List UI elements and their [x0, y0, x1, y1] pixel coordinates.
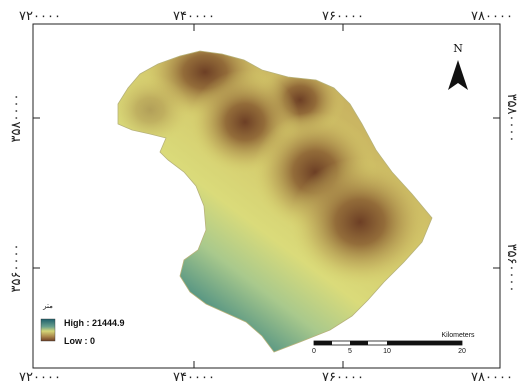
north-arrow: N: [448, 42, 468, 90]
scale-tick-20: 20: [458, 348, 466, 355]
scale-tick-5: 5: [348, 348, 352, 355]
legend: متر High : 21444.9 Low : 0: [40, 303, 125, 346]
legend-high-label: High : 21444.9: [64, 318, 125, 328]
y-label-right-2: ۳۵۶۰۰۰۰: [504, 244, 519, 293]
x-label-bottom-4: ۷۸۰۰۰۰: [471, 370, 513, 385]
scale-tick-0: 0: [312, 348, 316, 355]
scale-tick-10: 10: [383, 348, 391, 355]
x-label-top-2: ۷۴۰۰۰۰: [173, 9, 215, 24]
y-label-left-2: ۳۵۶۰۰۰۰: [9, 244, 24, 293]
legend-title: متر: [42, 303, 53, 310]
x-label-bottom-1: ۷۲۰۰۰۰: [19, 370, 61, 385]
graticule-ticks: [33, 24, 500, 368]
y-label-right-1: ۳۵۸۰۰۰۰: [504, 94, 519, 143]
scale-bar-unit: Kilometers: [441, 332, 475, 339]
x-label-bottom-3: ۷۶۰۰۰۰: [322, 370, 364, 385]
x-label-bottom-2: ۷۴۰۰۰۰: [173, 370, 215, 385]
region-boundary: [117, 50, 433, 353]
y-label-left-1: ۳۵۸۰۰۰۰: [9, 94, 24, 143]
north-arrow-label: N: [453, 42, 463, 55]
north-arrow-icon: [448, 60, 468, 90]
x-label-top-4: ۷۸۰۰۰۰: [471, 9, 513, 24]
x-label-top-1: ۷۲۰۰۰۰: [19, 9, 61, 24]
legend-ramp: [40, 318, 56, 342]
scale-bar: Kilometers 0 5 10 20: [312, 332, 475, 355]
x-label-top-3: ۷۶۰۰۰۰: [322, 9, 364, 24]
legend-low-label: Low : 0: [64, 336, 95, 346]
